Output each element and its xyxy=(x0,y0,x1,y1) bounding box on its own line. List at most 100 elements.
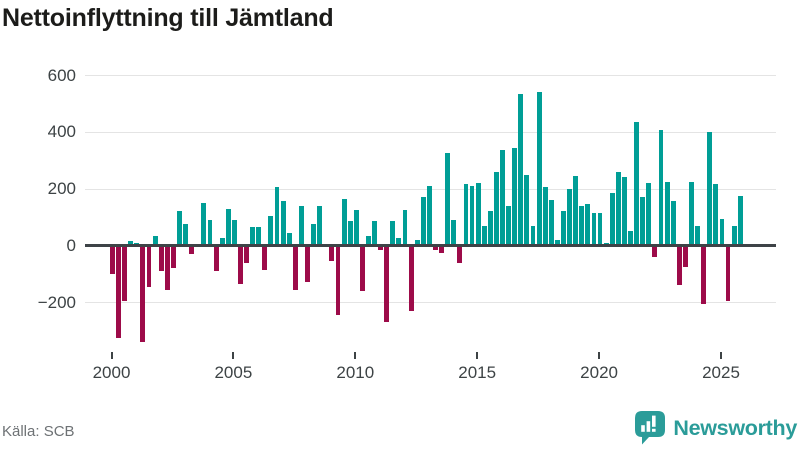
bar xyxy=(676,245,682,286)
bar xyxy=(164,245,170,290)
bar xyxy=(707,131,713,246)
bar xyxy=(110,245,115,274)
bar xyxy=(262,245,268,270)
bar xyxy=(231,219,237,246)
bar xyxy=(725,245,731,301)
bar xyxy=(250,227,256,246)
bar xyxy=(305,245,310,283)
y-axis-tick-label: 200 xyxy=(47,179,76,199)
y-axis-tick-label: 400 xyxy=(47,122,76,142)
bar xyxy=(548,200,554,246)
bar xyxy=(652,245,658,257)
bar xyxy=(524,174,530,246)
y-gridline xyxy=(85,302,776,304)
bar xyxy=(597,212,603,246)
bar xyxy=(286,232,292,246)
bar xyxy=(670,201,676,246)
bar xyxy=(451,219,457,246)
bar xyxy=(554,239,560,246)
source-label: Källa: SCB xyxy=(2,423,75,440)
bar xyxy=(237,245,243,284)
bar xyxy=(731,225,737,246)
bar xyxy=(445,153,451,246)
bar xyxy=(128,241,134,246)
bar xyxy=(353,210,359,246)
bar xyxy=(384,245,390,323)
bar xyxy=(457,245,463,263)
bar xyxy=(158,245,164,272)
bar xyxy=(439,245,445,253)
y-gridline xyxy=(85,75,776,77)
bar xyxy=(140,245,146,343)
bar xyxy=(426,185,432,246)
bar xyxy=(664,181,670,246)
bar xyxy=(561,211,566,246)
bar xyxy=(402,210,408,246)
bar xyxy=(463,184,469,246)
bar xyxy=(634,121,640,246)
bar xyxy=(695,225,700,246)
bar xyxy=(493,171,499,246)
x-axis-tick-label: 2010 xyxy=(336,363,375,382)
bar xyxy=(365,235,371,246)
newsworthy-wordmark: Newsworthy xyxy=(673,415,797,440)
bar xyxy=(420,197,426,246)
x-axis-tick xyxy=(598,352,601,359)
bar xyxy=(433,245,438,250)
bar xyxy=(372,221,377,246)
bar xyxy=(244,245,249,263)
y-axis-tick-label: 0 xyxy=(66,236,76,255)
bar xyxy=(256,227,262,246)
bar xyxy=(500,150,505,246)
bar xyxy=(311,224,317,246)
bar xyxy=(359,245,365,291)
bar xyxy=(329,245,335,262)
newsworthy-bubble-icon xyxy=(635,411,666,445)
bar xyxy=(579,205,585,246)
bar xyxy=(487,211,493,246)
bar xyxy=(609,192,615,246)
bar xyxy=(567,188,573,246)
bar xyxy=(335,245,341,316)
bar xyxy=(390,221,396,246)
bar xyxy=(658,130,664,246)
y-axis-tick-label: −200 xyxy=(37,292,76,312)
bar xyxy=(628,231,633,246)
bar xyxy=(682,245,688,267)
bar xyxy=(378,245,384,250)
bar xyxy=(542,187,548,246)
bar xyxy=(152,235,158,246)
bar xyxy=(573,175,579,246)
bar xyxy=(530,225,536,246)
bar xyxy=(317,205,323,246)
y-gridline xyxy=(85,131,776,133)
bar xyxy=(280,201,286,246)
bar xyxy=(646,183,652,246)
bar xyxy=(719,218,725,246)
bar xyxy=(189,245,195,255)
bar xyxy=(621,177,627,246)
bar xyxy=(518,93,524,246)
y-axis-tick-label: 600 xyxy=(47,65,76,85)
bar xyxy=(591,212,597,246)
bar xyxy=(536,92,542,246)
bar xyxy=(713,184,719,246)
bar xyxy=(347,221,353,246)
bar xyxy=(341,198,347,246)
bar xyxy=(201,202,207,246)
bar xyxy=(408,245,414,311)
bar xyxy=(737,195,743,246)
x-axis-tick xyxy=(232,352,235,359)
bar xyxy=(475,183,481,246)
bar xyxy=(512,147,518,246)
bar xyxy=(116,245,121,338)
x-axis-tick-label: 2000 xyxy=(92,363,131,382)
bar xyxy=(268,215,274,246)
bar xyxy=(122,245,128,301)
bar xyxy=(615,171,621,246)
bar xyxy=(506,205,512,246)
bar xyxy=(219,238,225,246)
bar xyxy=(183,224,189,246)
x-axis-tick-label: 2005 xyxy=(214,363,253,382)
